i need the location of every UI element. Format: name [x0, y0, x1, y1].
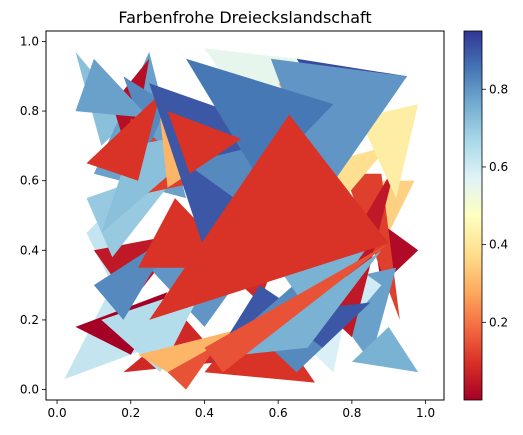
y-tick-label: 1.0 [20, 34, 39, 48]
y-axis: 0.0 0.2 0.4 0.6 0.8 1.0 [20, 34, 46, 397]
triangle-38 [359, 104, 419, 199]
y-tick-label: 0.6 [20, 174, 39, 188]
x-tick-label: 0.0 [48, 406, 67, 420]
x-tick-label: 0.6 [269, 406, 288, 420]
triangle-50 [167, 111, 242, 174]
y-tick-label: 0.8 [20, 104, 39, 118]
colorbar-tick-label: 0.4 [489, 238, 508, 252]
triangle-49 [186, 58, 334, 181]
y-tick-label: 0.2 [20, 313, 39, 327]
x-tick-label: 0.8 [342, 406, 361, 420]
triangle-51 [149, 114, 389, 320]
colorbar-axis: 0.2 0.4 0.6 0.8 [482, 82, 508, 329]
x-tick-label: 1.0 [416, 406, 435, 420]
chart-title: Farbenfrohe Dreieckslandschaft [118, 8, 371, 27]
x-tick-label: 0.4 [195, 406, 214, 420]
axes-frame [45, 30, 445, 401]
triangle-31 [75, 58, 150, 118]
colorbar [463, 30, 483, 401]
y-tick-label: 0.4 [20, 243, 39, 257]
triangle-30 [351, 326, 419, 373]
x-axis: 0.0 0.2 0.4 0.6 0.8 1.0 [48, 400, 435, 420]
colorbar-tick-label: 0.6 [489, 160, 508, 174]
triangle-40 [138, 326, 249, 373]
colorbar-tick-label: 0.8 [489, 82, 508, 96]
triangle-52 [204, 243, 389, 373]
triangle-34 [86, 93, 161, 181]
y-tick-label: 0.0 [20, 383, 39, 397]
plot-area [64, 48, 419, 390]
colorbar-tick-label: 0.2 [489, 315, 508, 329]
x-tick-label: 0.2 [121, 406, 140, 420]
triangle-44 [270, 58, 408, 199]
